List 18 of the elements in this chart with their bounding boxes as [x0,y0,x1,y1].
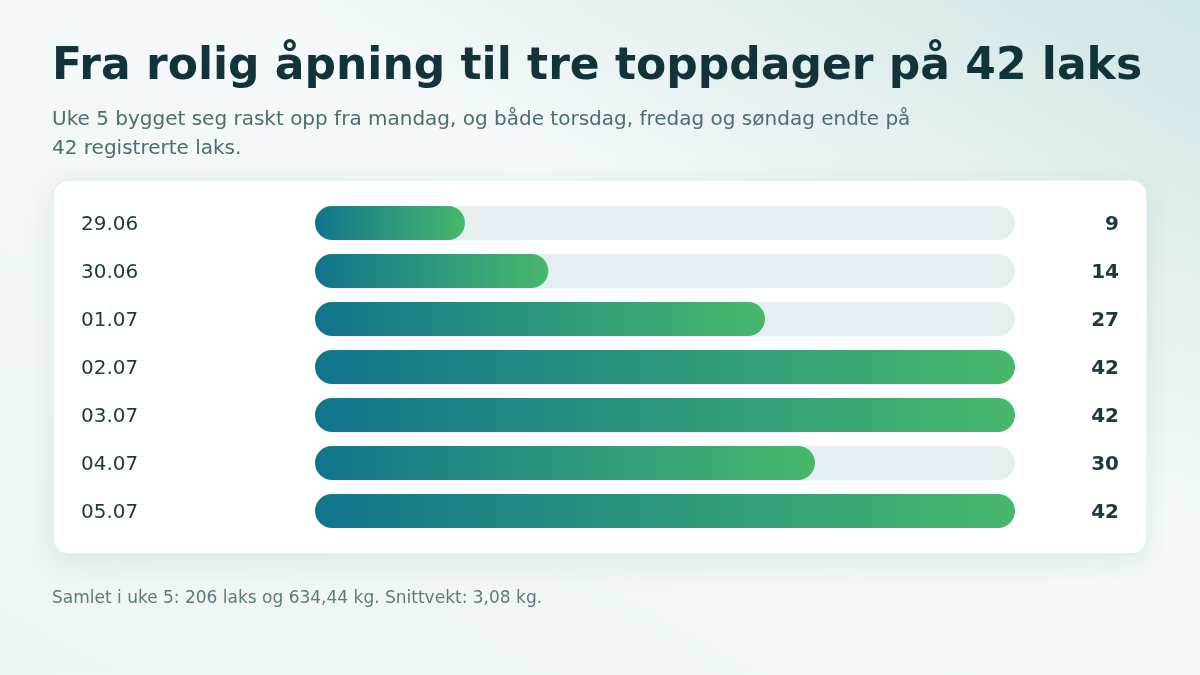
data-label: 42 [1091,403,1119,427]
y-tick-label: 02.07 [81,355,139,379]
y-tick-label: 01.07 [81,307,139,331]
bar [315,206,465,240]
y-tick-label: 05.07 [81,499,139,523]
data-label: 27 [1091,307,1119,331]
chart-subtitle: Uke 5 bygget seg raskt opp fra mandag, og både torsdag, fredag og søndag endte på 42 registrerte laks. [52,106,911,159]
chart-title: Fra rolig åpning til tre toppdager på 42 laks [52,38,1143,89]
data-label: 42 [1091,355,1119,379]
y-tick-label: 04.07 [81,451,139,475]
y-tick-label: 03.07 [81,403,139,427]
text: Samlet i uke 5: 206 laks og 634,44 kg. Snittvekt: 3,08 kg. [52,587,543,607]
data-label: 30 [1091,451,1119,475]
data-label: 42 [1091,499,1119,523]
data-label: 9 [1105,211,1119,235]
y-tick-label: 29.06 [81,211,139,235]
y-tick-label: 30.06 [81,259,139,283]
data-label: 14 [1091,259,1119,283]
